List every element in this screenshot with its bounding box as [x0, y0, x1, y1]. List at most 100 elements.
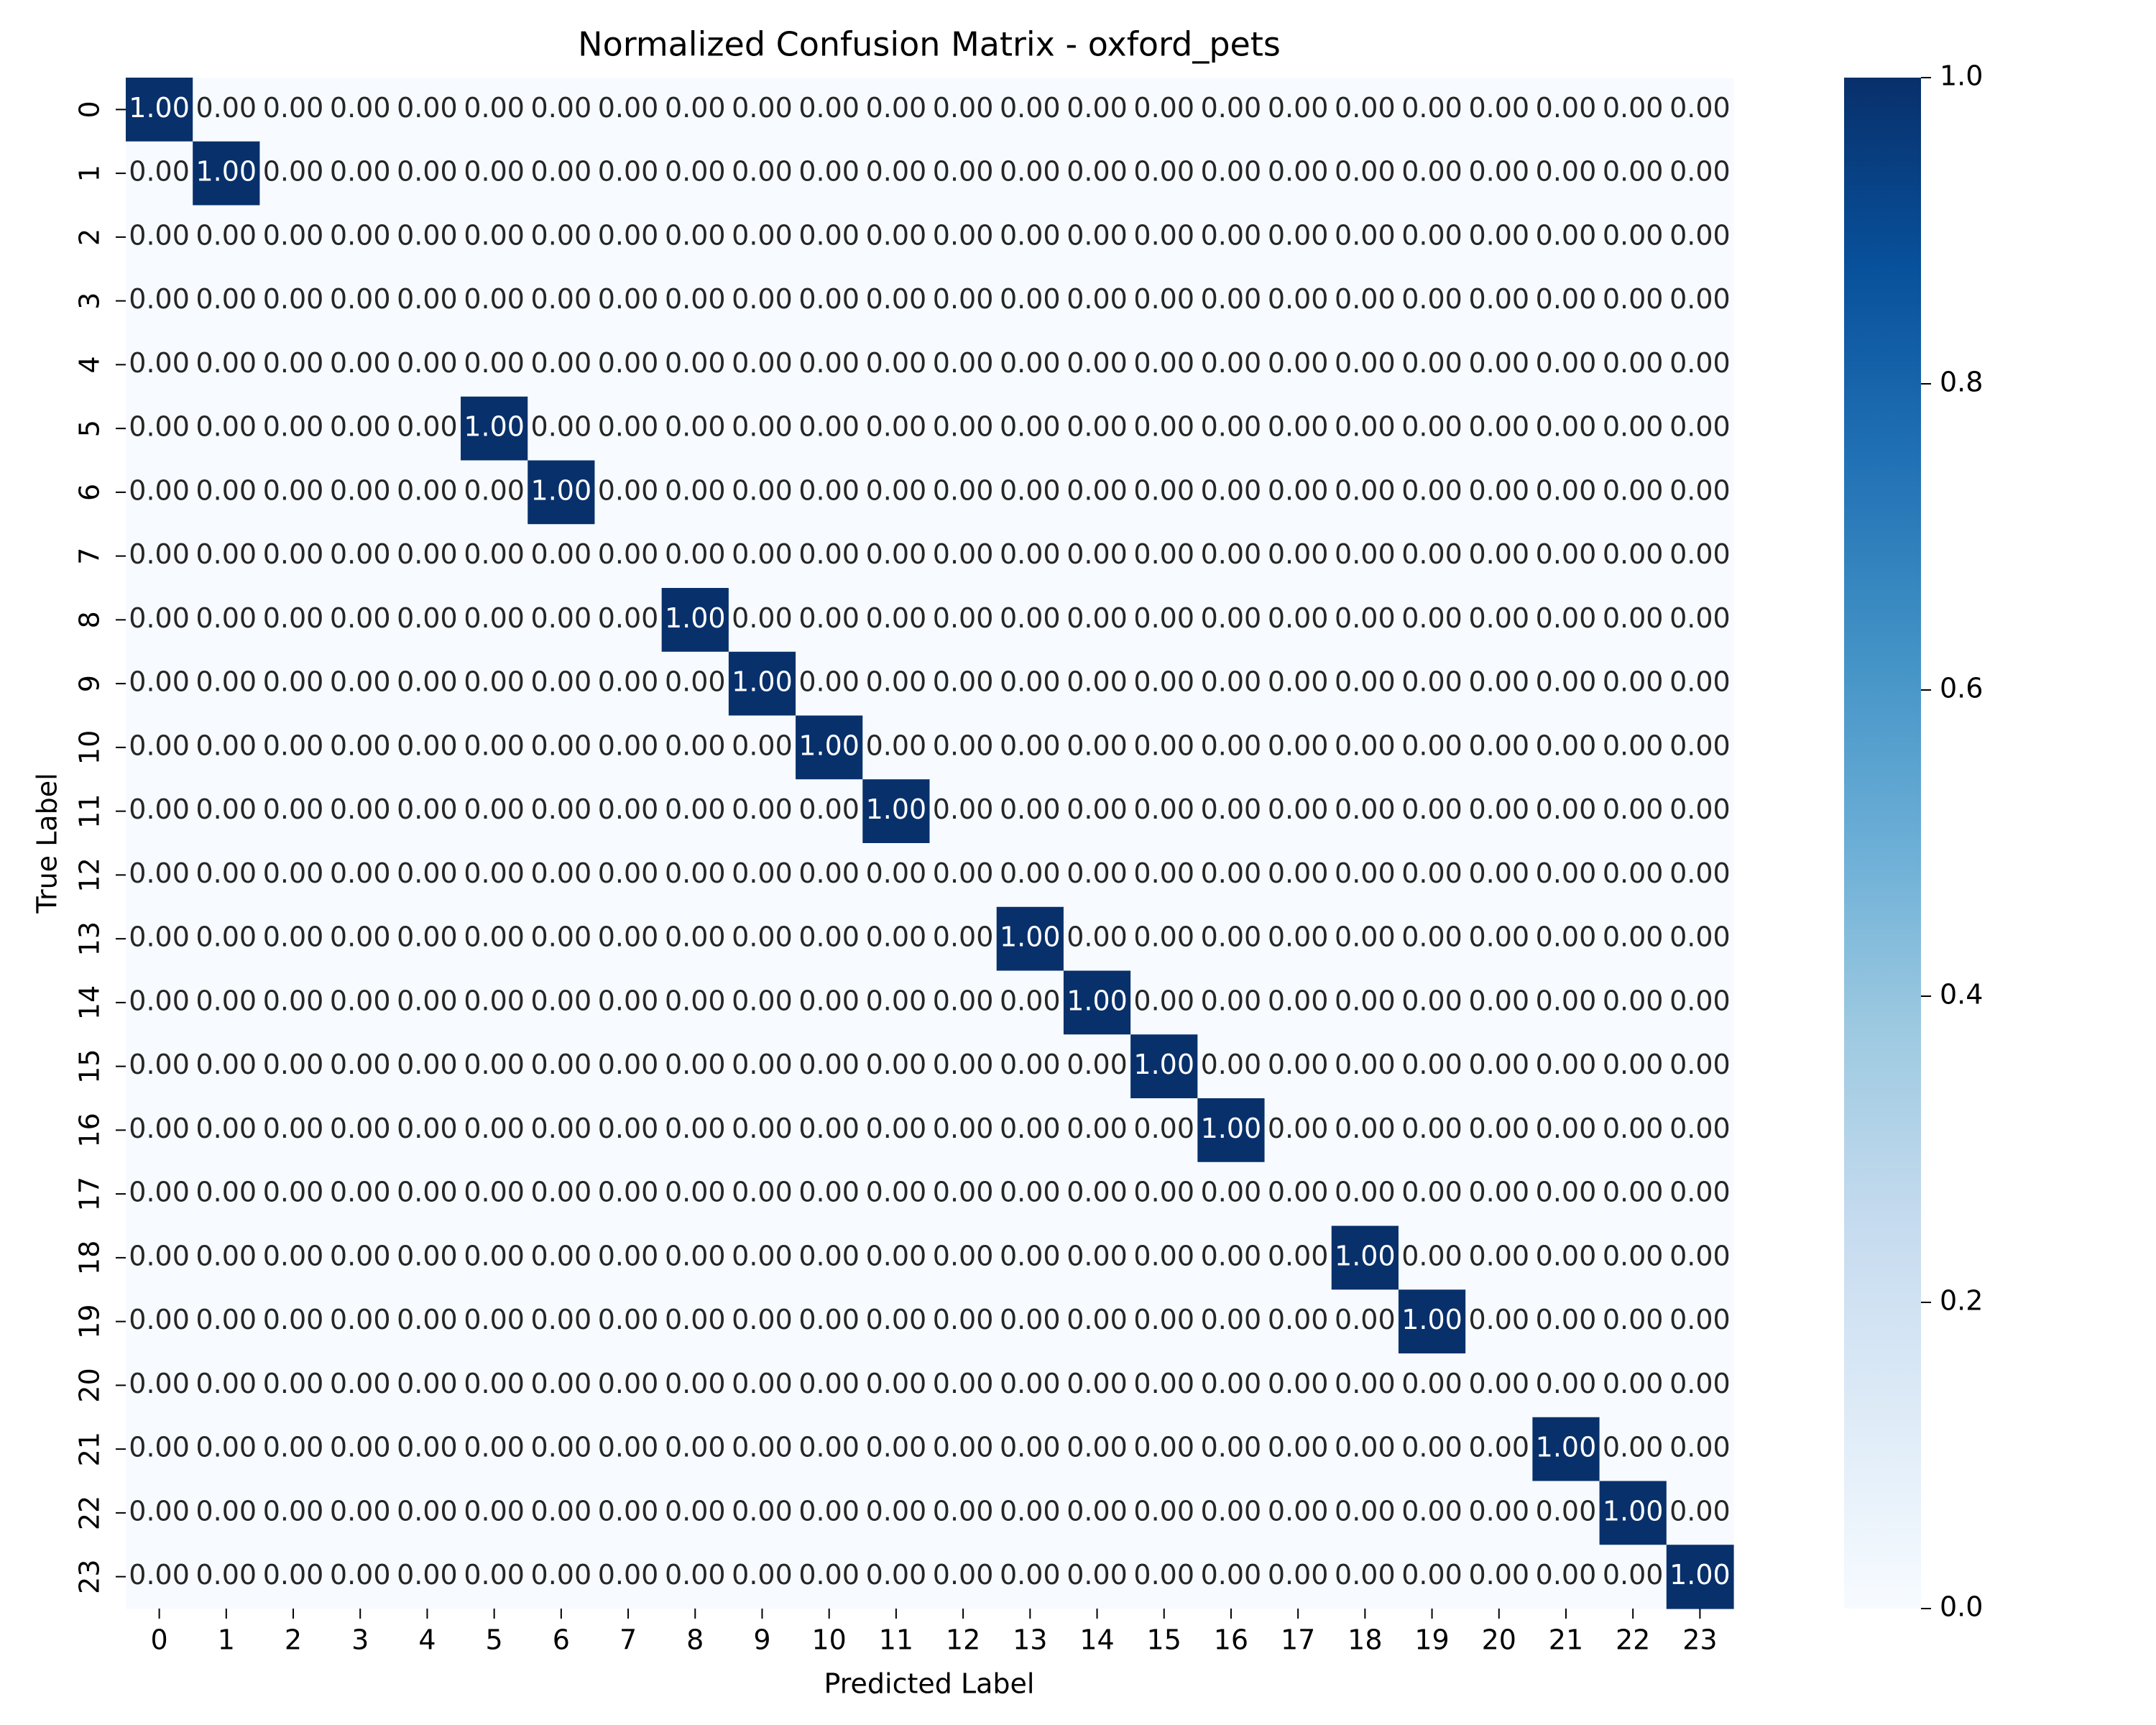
heatmap-cell	[1264, 205, 1332, 270]
heatmap-cell	[1599, 396, 1667, 461]
heatmap-cell	[1666, 333, 1734, 397]
heatmap-cell	[461, 779, 528, 844]
cell-value-label: 0.00	[1603, 1304, 1664, 1335]
heatmap-cell	[728, 651, 796, 717]
heatmap-cell	[862, 333, 931, 397]
cell-value-label: 0.00	[1000, 1304, 1061, 1335]
cell-value-label: 0.00	[263, 156, 324, 188]
cell-value-label: 0.00	[732, 219, 793, 251]
heatmap-cell	[126, 970, 193, 1035]
heatmap-cell	[996, 333, 1064, 397]
heatmap-cell	[996, 843, 1064, 908]
cell-value-label: 0.00	[129, 1240, 190, 1271]
heatmap-cell	[193, 396, 261, 461]
cell-value-label: 0.00	[196, 1432, 257, 1463]
heatmap-cell	[929, 1481, 998, 1545]
heatmap-cell	[862, 1162, 931, 1227]
cell-value-label: 0.00	[1201, 1304, 1262, 1335]
cell-value-label: 0.00	[1401, 283, 1462, 315]
heatmap-cell	[1532, 1353, 1600, 1418]
heatmap-cell	[1063, 843, 1131, 908]
heatmap-cell	[1331, 269, 1399, 334]
heatmap-cell	[126, 1289, 193, 1354]
heatmap-cell	[393, 460, 461, 525]
cell-value-label: 0.00	[933, 1304, 994, 1335]
heatmap-cell	[259, 1098, 328, 1163]
cell-value-label: 0.00	[866, 92, 927, 124]
cell-value-label: 0.00	[732, 857, 793, 889]
x-tick-label: 0	[151, 1624, 168, 1656]
cell-value-label: 1.00	[798, 730, 860, 761]
heatmap-cell	[259, 205, 328, 270]
heatmap-cell	[1264, 1481, 1332, 1545]
heatmap-cell	[1197, 141, 1266, 206]
heatmap-cell	[728, 1545, 796, 1609]
cell-value-label: 0.00	[1201, 283, 1262, 315]
cell-value-label: 0.00	[196, 1177, 257, 1208]
heatmap-cell	[1532, 779, 1600, 844]
cell-value-label: 0.00	[196, 730, 257, 761]
cell-value-label: 0.00	[397, 219, 458, 251]
heatmap-cell	[1398, 1545, 1466, 1609]
cell-value-label: 0.00	[397, 794, 458, 825]
heatmap-cell	[393, 78, 461, 142]
cell-value-label: 0.00	[464, 602, 525, 634]
heatmap-cell	[1465, 1481, 1533, 1545]
heatmap-cell	[528, 1545, 596, 1609]
cell-value-label: 0.00	[1335, 1495, 1396, 1527]
cell-value-label: 0.00	[1000, 1049, 1061, 1080]
heatmap-cell	[193, 843, 261, 908]
cell-value-label: 1.00	[1536, 1432, 1597, 1463]
cell-value-label: 0.00	[933, 219, 994, 251]
cell-value-label: 0.00	[866, 1049, 927, 1080]
cell-value-label: 0.00	[330, 283, 391, 315]
heatmap-cell	[594, 1162, 663, 1227]
heatmap-cell	[126, 333, 193, 397]
heatmap-cell	[1331, 1162, 1399, 1227]
cell-value-label: 0.00	[1201, 857, 1262, 889]
cell-value-label: 0.00	[1067, 921, 1128, 953]
heatmap-cell	[1465, 1225, 1533, 1290]
cell-value-label: 0.00	[866, 1432, 927, 1463]
cell-value-label: 0.00	[665, 1240, 726, 1271]
heatmap-cell	[996, 1417, 1064, 1482]
cell-value-label: 0.00	[933, 283, 994, 315]
y-tick-label: 14	[73, 985, 105, 1020]
heatmap-cell	[1599, 141, 1667, 206]
x-tick-label: 4	[418, 1624, 436, 1656]
cell-value-label: 0.00	[598, 857, 659, 889]
y-tick-label: 23	[73, 1559, 105, 1593]
cell-value-label: 0.00	[1603, 921, 1664, 953]
heatmap-cell	[1398, 970, 1466, 1035]
heatmap-cell	[1331, 141, 1399, 206]
cell-value-label: 0.00	[263, 219, 324, 251]
cell-value-label: 0.00	[531, 283, 592, 315]
heatmap-cell	[996, 906, 1064, 972]
heatmap-cell	[661, 970, 729, 1035]
heatmap-cell	[1465, 1162, 1533, 1227]
cell-value-label: 0.00	[1000, 1113, 1061, 1144]
heatmap-cell	[126, 1162, 193, 1227]
heatmap-cell	[661, 1162, 729, 1227]
cell-value-label: 0.00	[798, 156, 860, 188]
heatmap-cell	[1063, 460, 1131, 525]
cell-value-label: 0.00	[1468, 730, 1529, 761]
cell-value-label: 0.00	[1133, 411, 1194, 443]
cell-value-label: 0.00	[598, 283, 659, 315]
heatmap-cell	[862, 524, 931, 589]
heatmap-cell	[1063, 333, 1131, 397]
y-tick-label: 19	[73, 1304, 105, 1338]
heatmap-cell	[1197, 715, 1266, 780]
cell-value-label: 1.00	[531, 474, 592, 506]
heatmap-cell	[1130, 141, 1198, 206]
heatmap-cell	[1331, 1289, 1399, 1354]
cell-value-label: 0.00	[798, 92, 860, 124]
cell-value-label: 0.00	[129, 666, 190, 698]
heatmap-cell	[1532, 396, 1600, 461]
cell-value-label: 0.00	[1133, 1432, 1194, 1463]
heatmap-cell	[1599, 1353, 1667, 1418]
cell-value-label: 0.00	[1335, 1113, 1396, 1144]
heatmap-cell	[862, 1098, 931, 1163]
cell-value-label: 0.00	[330, 985, 391, 1016]
heatmap-cell	[326, 1481, 395, 1545]
